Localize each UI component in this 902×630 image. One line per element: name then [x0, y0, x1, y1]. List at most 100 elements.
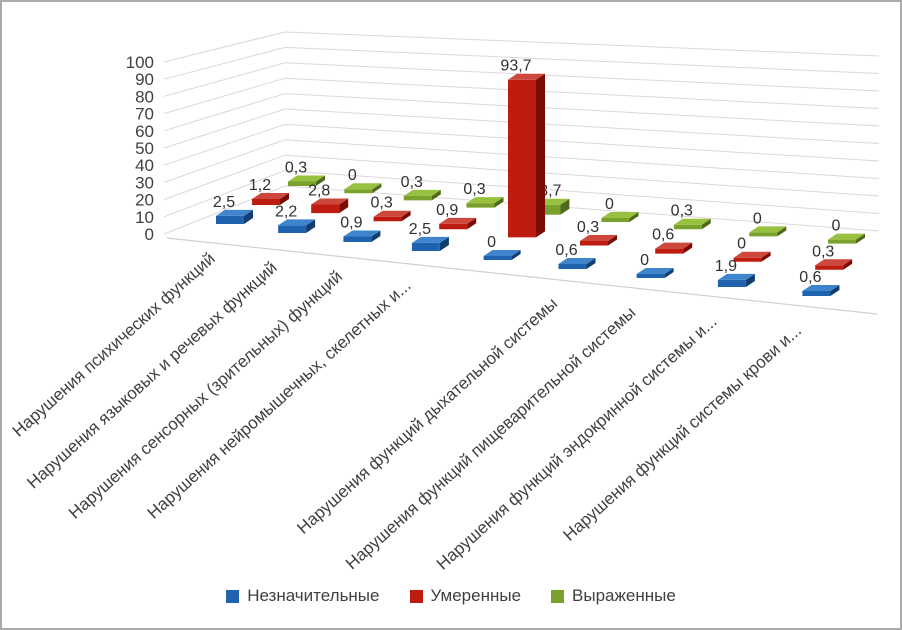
value-label: 0	[737, 236, 746, 253]
bar-side-face	[439, 236, 449, 251]
value-label: 0	[487, 234, 496, 251]
bar-top-face	[717, 273, 755, 280]
bar-front-face	[252, 199, 280, 205]
bar-umerennye-c5	[508, 73, 545, 238]
bar-umerennye-c2	[311, 198, 349, 214]
y-tick-label: 60	[135, 122, 154, 141]
value-label: 0,6	[799, 269, 821, 286]
bar-side-face	[745, 273, 755, 287]
bar-side-face	[280, 193, 289, 205]
bar-top-face	[673, 218, 711, 225]
legend-label-vyrazhennye: Выраженные	[572, 586, 676, 605]
y-tick-label: 100	[126, 53, 154, 72]
bar-side-face	[856, 233, 865, 244]
legend-label-umerennye: Умеренные	[430, 586, 522, 605]
bar-top-face	[508, 73, 545, 80]
bar-side-face	[761, 251, 771, 262]
bar-front-face	[636, 274, 665, 278]
bar-top-face	[343, 230, 381, 237]
y-tick-label: 20	[135, 191, 154, 210]
bar-front-face	[344, 189, 373, 194]
bar-side-face	[777, 226, 787, 237]
bar-top-face	[311, 198, 349, 205]
gridline	[163, 31, 880, 63]
value-label: 0,9	[340, 215, 362, 232]
value-label: 1,9	[715, 258, 737, 275]
bar-vyrazhennye-c9	[828, 233, 865, 244]
bar-top-face	[411, 236, 449, 243]
value-label: 0,3	[401, 174, 423, 191]
y-tick-label: 80	[135, 87, 154, 106]
bar-front-face	[411, 242, 440, 251]
bar-side-face	[701, 218, 711, 230]
bar-neznachitelnye-c2	[278, 219, 316, 233]
bar-side-face	[316, 175, 325, 186]
bar-side-face	[830, 285, 840, 296]
value-label: 0	[605, 196, 614, 213]
bar-front-face	[466, 203, 495, 208]
floor-front-edge	[166, 237, 878, 315]
value-label: 0	[753, 210, 762, 227]
bar-front-face	[403, 195, 432, 201]
bar-front-face	[558, 264, 587, 269]
bar-neznachitelnye-c5	[483, 250, 521, 260]
bar-top-face	[828, 233, 865, 240]
bar-side-face	[664, 268, 674, 278]
bar-side-face	[629, 212, 639, 222]
series-neznachitelnye: 2,52,20,9 2,50 0,60 1,90,6	[213, 194, 840, 296]
bar-top-face	[344, 183, 382, 190]
series-umerennye: 1,2 2,80,3 0,993,70,3 0,60 0,3	[249, 58, 853, 270]
bar-front-face	[343, 236, 372, 242]
y-tick-label: 40	[135, 156, 154, 175]
bar-top-face	[288, 175, 325, 182]
bar-umerennye-c8	[733, 251, 771, 262]
legend-marker-green	[551, 589, 565, 603]
bar-top-face	[580, 235, 617, 242]
bar-top-face	[558, 258, 596, 265]
value-label: 0,9	[436, 202, 458, 219]
bar-side-face	[372, 183, 382, 194]
bar-top-face	[483, 250, 521, 256]
gridline	[163, 62, 880, 97]
bar-side-face	[536, 73, 545, 238]
y-tick-label: 50	[135, 139, 154, 158]
bar-neznachitelnye-c1	[216, 209, 253, 224]
y-tick-label: 0	[145, 225, 154, 244]
bar-top-face	[601, 212, 639, 218]
bar-front-face	[373, 216, 402, 222]
bar-front-face	[311, 204, 340, 214]
bar-vyrazhennye-c2	[344, 183, 382, 194]
bar-side-face	[683, 242, 693, 254]
bar-vyrazhennye-c8	[749, 226, 787, 237]
bar-top-face	[439, 217, 477, 224]
category-label: Нарушения языковых и речевых функций	[23, 258, 280, 493]
y-tick-label: 30	[135, 173, 154, 192]
bar-top-face	[252, 193, 289, 200]
bar-front-face	[655, 248, 684, 254]
bar-side-face	[608, 235, 617, 246]
legend: Незначительные Умеренные Выраженные	[2, 586, 900, 606]
gridline	[163, 185, 880, 235]
bar-side-face	[511, 250, 521, 260]
value-label: 0,6	[555, 242, 577, 259]
bar-vyrazhennye-c6	[601, 212, 639, 222]
bar-umerennye-c1	[252, 193, 289, 205]
gridline	[163, 123, 880, 166]
bar-neznachitelnye-c4	[411, 236, 449, 251]
value-label: 0,3	[463, 181, 485, 198]
bar-vyrazhennye-c3	[403, 189, 441, 201]
gridlines	[163, 31, 880, 315]
bar-top-face	[655, 242, 693, 249]
value-label: 0,3	[285, 160, 307, 177]
bar-front-face	[673, 224, 702, 230]
bar-side-face	[467, 217, 477, 230]
bar-top-face	[278, 219, 316, 226]
legend-item-vyrazhennye: Выраженные	[551, 586, 676, 606]
value-label: 0	[348, 167, 357, 184]
gridline	[163, 46, 880, 80]
category-label: Нарушения сенсорных (зрительных) функций	[65, 267, 346, 523]
bar-top-face	[636, 268, 674, 274]
bar-front-face	[815, 265, 844, 270]
bar-side-face	[401, 210, 411, 222]
